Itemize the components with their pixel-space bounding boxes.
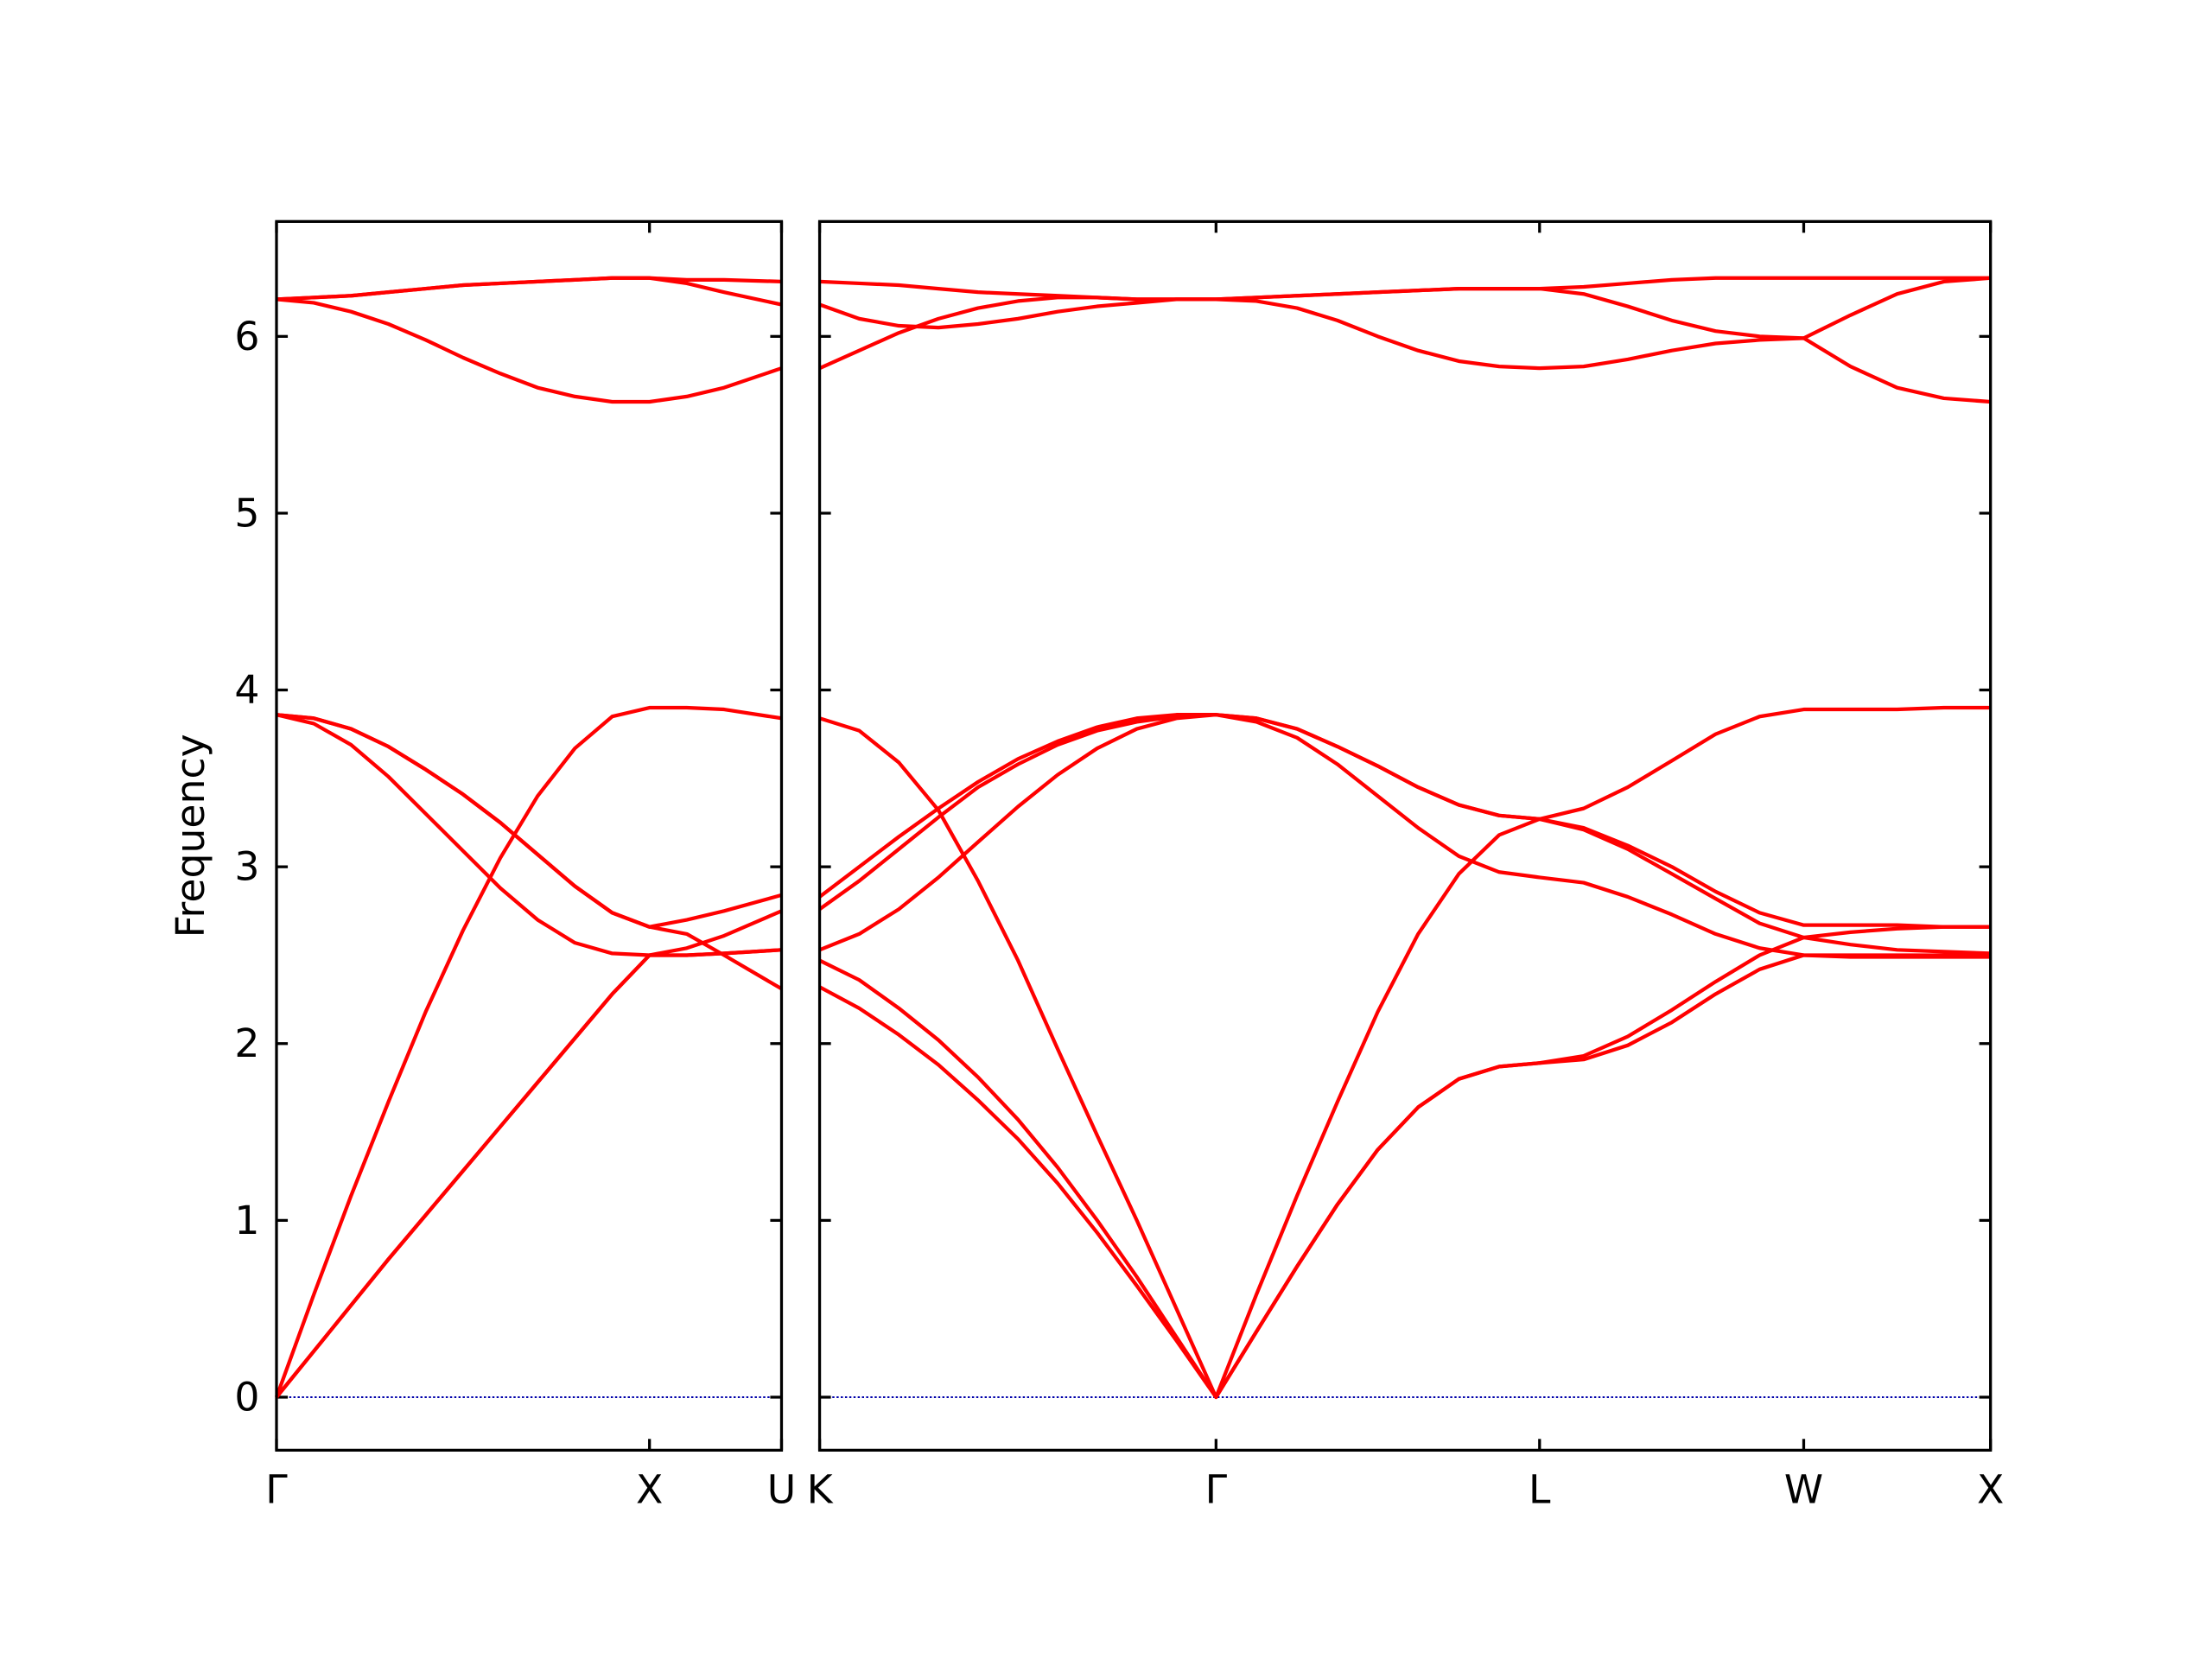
y-tick-label: 2	[234, 1020, 259, 1066]
band-line	[276, 276, 782, 307]
y-tick-label: 1	[234, 1198, 259, 1243]
y-tick-label: 5	[234, 490, 259, 536]
x-tick-label: W	[1784, 1467, 1823, 1513]
x-tick-label: L	[1529, 1467, 1551, 1513]
x-tick-label: Γ	[1205, 1467, 1228, 1513]
y-tick-label: 0	[234, 1374, 259, 1420]
x-tick-label: U	[767, 1467, 796, 1513]
y-tick-label: 6	[234, 314, 259, 359]
y-tick-label: 4	[234, 667, 259, 713]
band-line	[818, 296, 1991, 404]
x-tick-label: X	[636, 1467, 663, 1513]
band-line	[818, 713, 1991, 956]
band-line	[275, 705, 782, 1398]
x-tick-label: K	[807, 1467, 834, 1513]
band-line	[818, 713, 1991, 959]
y-axis-label: Frequency	[168, 734, 213, 938]
band-line	[276, 713, 782, 957]
band-line	[275, 909, 783, 1399]
x-tick-label: Γ	[265, 1467, 288, 1513]
x-tick-label: X	[1977, 1467, 2004, 1513]
plot-frame	[817, 219, 1993, 1452]
y-tick-label: 3	[234, 844, 259, 890]
band-line	[818, 276, 1991, 340]
band-line	[818, 705, 1991, 1400]
band-line	[276, 297, 783, 404]
band-line	[276, 713, 783, 991]
plot-frame	[275, 219, 784, 1452]
